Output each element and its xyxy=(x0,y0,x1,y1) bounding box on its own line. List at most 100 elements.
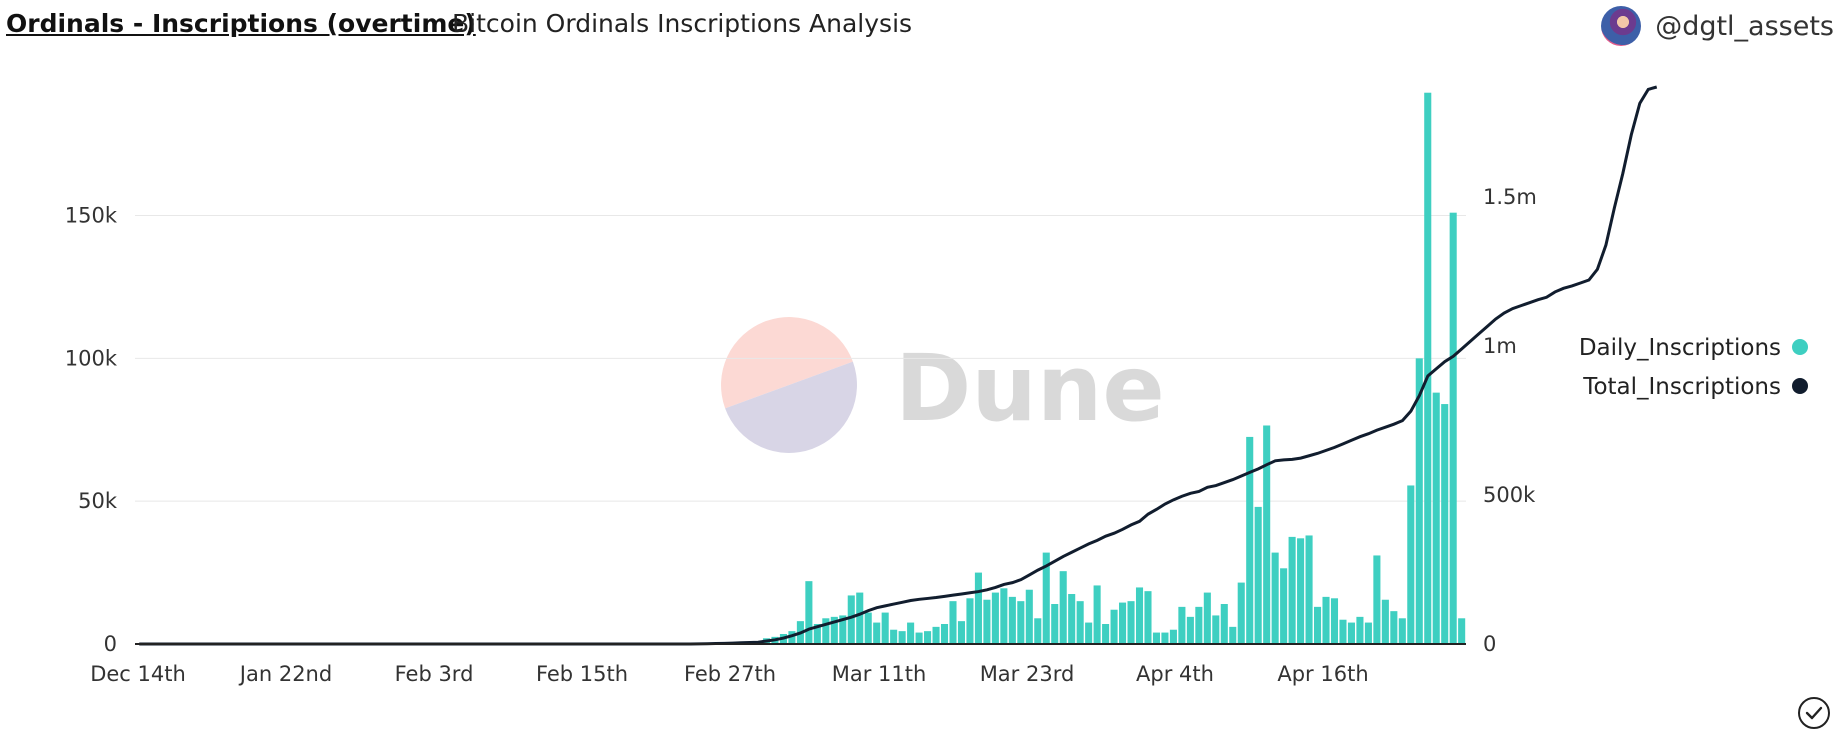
bar-daily xyxy=(1263,425,1271,644)
bar-daily xyxy=(1305,535,1313,644)
y-left-tick-label: 150k xyxy=(65,204,118,228)
bar-daily xyxy=(1119,602,1127,644)
legend-label: Total_Inscriptions xyxy=(1582,374,1781,400)
bar-daily xyxy=(1297,538,1305,644)
bar-daily xyxy=(1288,536,1296,644)
watermark-logo-top xyxy=(721,317,853,409)
bar-daily xyxy=(1093,585,1101,644)
x-tick-label: Dec 14th xyxy=(90,662,186,686)
bar-daily xyxy=(1381,599,1389,644)
bar-daily xyxy=(1000,588,1008,644)
bar-daily xyxy=(1135,587,1144,644)
bar-daily xyxy=(1441,404,1449,644)
y-left-tick-label: 50k xyxy=(78,489,118,513)
bar-daily xyxy=(1161,632,1169,644)
bar-daily xyxy=(1432,392,1440,644)
bar-daily xyxy=(1152,632,1161,644)
bar-daily xyxy=(1127,601,1135,644)
bar-daily xyxy=(822,618,830,644)
bar-daily xyxy=(1415,358,1423,644)
x-tick-label: Feb 3rd xyxy=(395,662,474,686)
bar-daily xyxy=(940,624,949,644)
legend-swatch xyxy=(1792,378,1808,394)
bar-daily xyxy=(788,631,796,644)
y-axis-left-labels: 0 50k 100k 150k xyxy=(65,204,118,656)
bar-daily xyxy=(1076,601,1084,644)
bar-daily xyxy=(1390,611,1398,644)
bar-daily xyxy=(890,629,898,644)
bar-daily xyxy=(1449,212,1457,644)
bar-daily xyxy=(966,598,974,644)
bar-daily xyxy=(1110,609,1118,644)
y-left-tick-label: 0 xyxy=(104,632,117,656)
watermark-logo-bottom xyxy=(725,361,857,453)
bar-daily xyxy=(1314,606,1322,644)
bar-daily xyxy=(1068,594,1076,644)
y-right-tick-label: 500k xyxy=(1483,483,1536,507)
bar-daily xyxy=(1322,596,1330,644)
checkmark-glyph xyxy=(1805,706,1823,720)
y-right-tick-label: 1.5m xyxy=(1483,185,1537,209)
bar-daily xyxy=(898,631,906,644)
bar-daily xyxy=(1042,552,1050,644)
bar-daily xyxy=(1407,485,1415,644)
bar-daily xyxy=(907,622,915,644)
chart-legend: Daily_Inscriptions Total_Inscriptions xyxy=(1579,335,1808,400)
y-left-tick-label: 100k xyxy=(65,346,118,370)
x-tick-label: Apr 4th xyxy=(1136,662,1214,686)
bar-daily xyxy=(1373,555,1381,644)
bar-daily xyxy=(1330,598,1339,644)
author-name: @dgtl_assets xyxy=(1655,10,1834,42)
bar-daily xyxy=(991,592,999,644)
bar-daily xyxy=(813,624,821,644)
bar-daily xyxy=(1178,606,1186,644)
x-tick-label: Feb 27th xyxy=(684,662,776,686)
y-axis-right-labels: 0 500k 1m 1.5m xyxy=(1483,185,1537,656)
bar-daily xyxy=(1017,601,1025,644)
daily-inscriptions-bars xyxy=(695,92,1466,644)
bar-daily xyxy=(915,632,923,644)
bar-daily xyxy=(805,581,813,644)
bar-daily xyxy=(864,612,872,644)
bar-daily xyxy=(1169,629,1177,644)
bar-daily xyxy=(1220,604,1228,644)
legend-label: Daily_Inscriptions xyxy=(1579,335,1781,361)
check-circle-icon[interactable] xyxy=(1798,697,1830,729)
x-tick-label: Feb 15th xyxy=(536,662,628,686)
bar-daily xyxy=(856,592,864,644)
bar-daily xyxy=(1237,582,1245,644)
author-link[interactable]: @dgtl_assets xyxy=(1601,4,1842,48)
bar-daily xyxy=(1085,622,1093,644)
bar-daily xyxy=(839,615,847,644)
y-right-tick-label: 0 xyxy=(1483,632,1496,656)
bar-daily xyxy=(881,612,889,644)
x-tick-label: Mar 23rd xyxy=(980,662,1075,686)
legend-swatch xyxy=(1792,339,1808,355)
bar-daily xyxy=(1059,571,1067,644)
chart-title-link[interactable]: Ordinals - Inscriptions (overtime) xyxy=(6,9,476,38)
bar-daily xyxy=(1212,615,1220,644)
bar-daily xyxy=(1246,436,1254,644)
bar-daily xyxy=(830,616,838,644)
bar-daily xyxy=(924,631,932,644)
dune-watermark: Dune xyxy=(721,317,1165,453)
chart-subtitle: Bitcoin Ordinals Inscriptions Analysis xyxy=(452,9,913,38)
bar-daily xyxy=(873,622,881,644)
x-axis-labels: Dec 14th Jan 22nd Feb 3rd Feb 15th Feb 27th M… xyxy=(90,662,1368,686)
bar-daily xyxy=(1203,592,1211,644)
avatar-icon xyxy=(1601,6,1642,46)
bar-daily xyxy=(1364,622,1372,644)
bar-daily xyxy=(1424,92,1432,644)
bar-daily xyxy=(1280,568,1288,644)
x-tick-label: Jan 22nd xyxy=(238,662,332,686)
bar-daily xyxy=(1025,589,1033,644)
chart-header: Ordinals - Inscriptions (overtime) Bitco… xyxy=(0,0,1842,50)
watermark-text: Dune xyxy=(895,335,1165,442)
bar-daily xyxy=(1008,596,1016,644)
bar-daily xyxy=(1398,618,1406,644)
bar-daily xyxy=(1347,622,1355,644)
y-right-tick-label: 1m xyxy=(1483,334,1517,358)
bar-daily xyxy=(1356,616,1364,644)
bar-daily xyxy=(949,601,957,644)
